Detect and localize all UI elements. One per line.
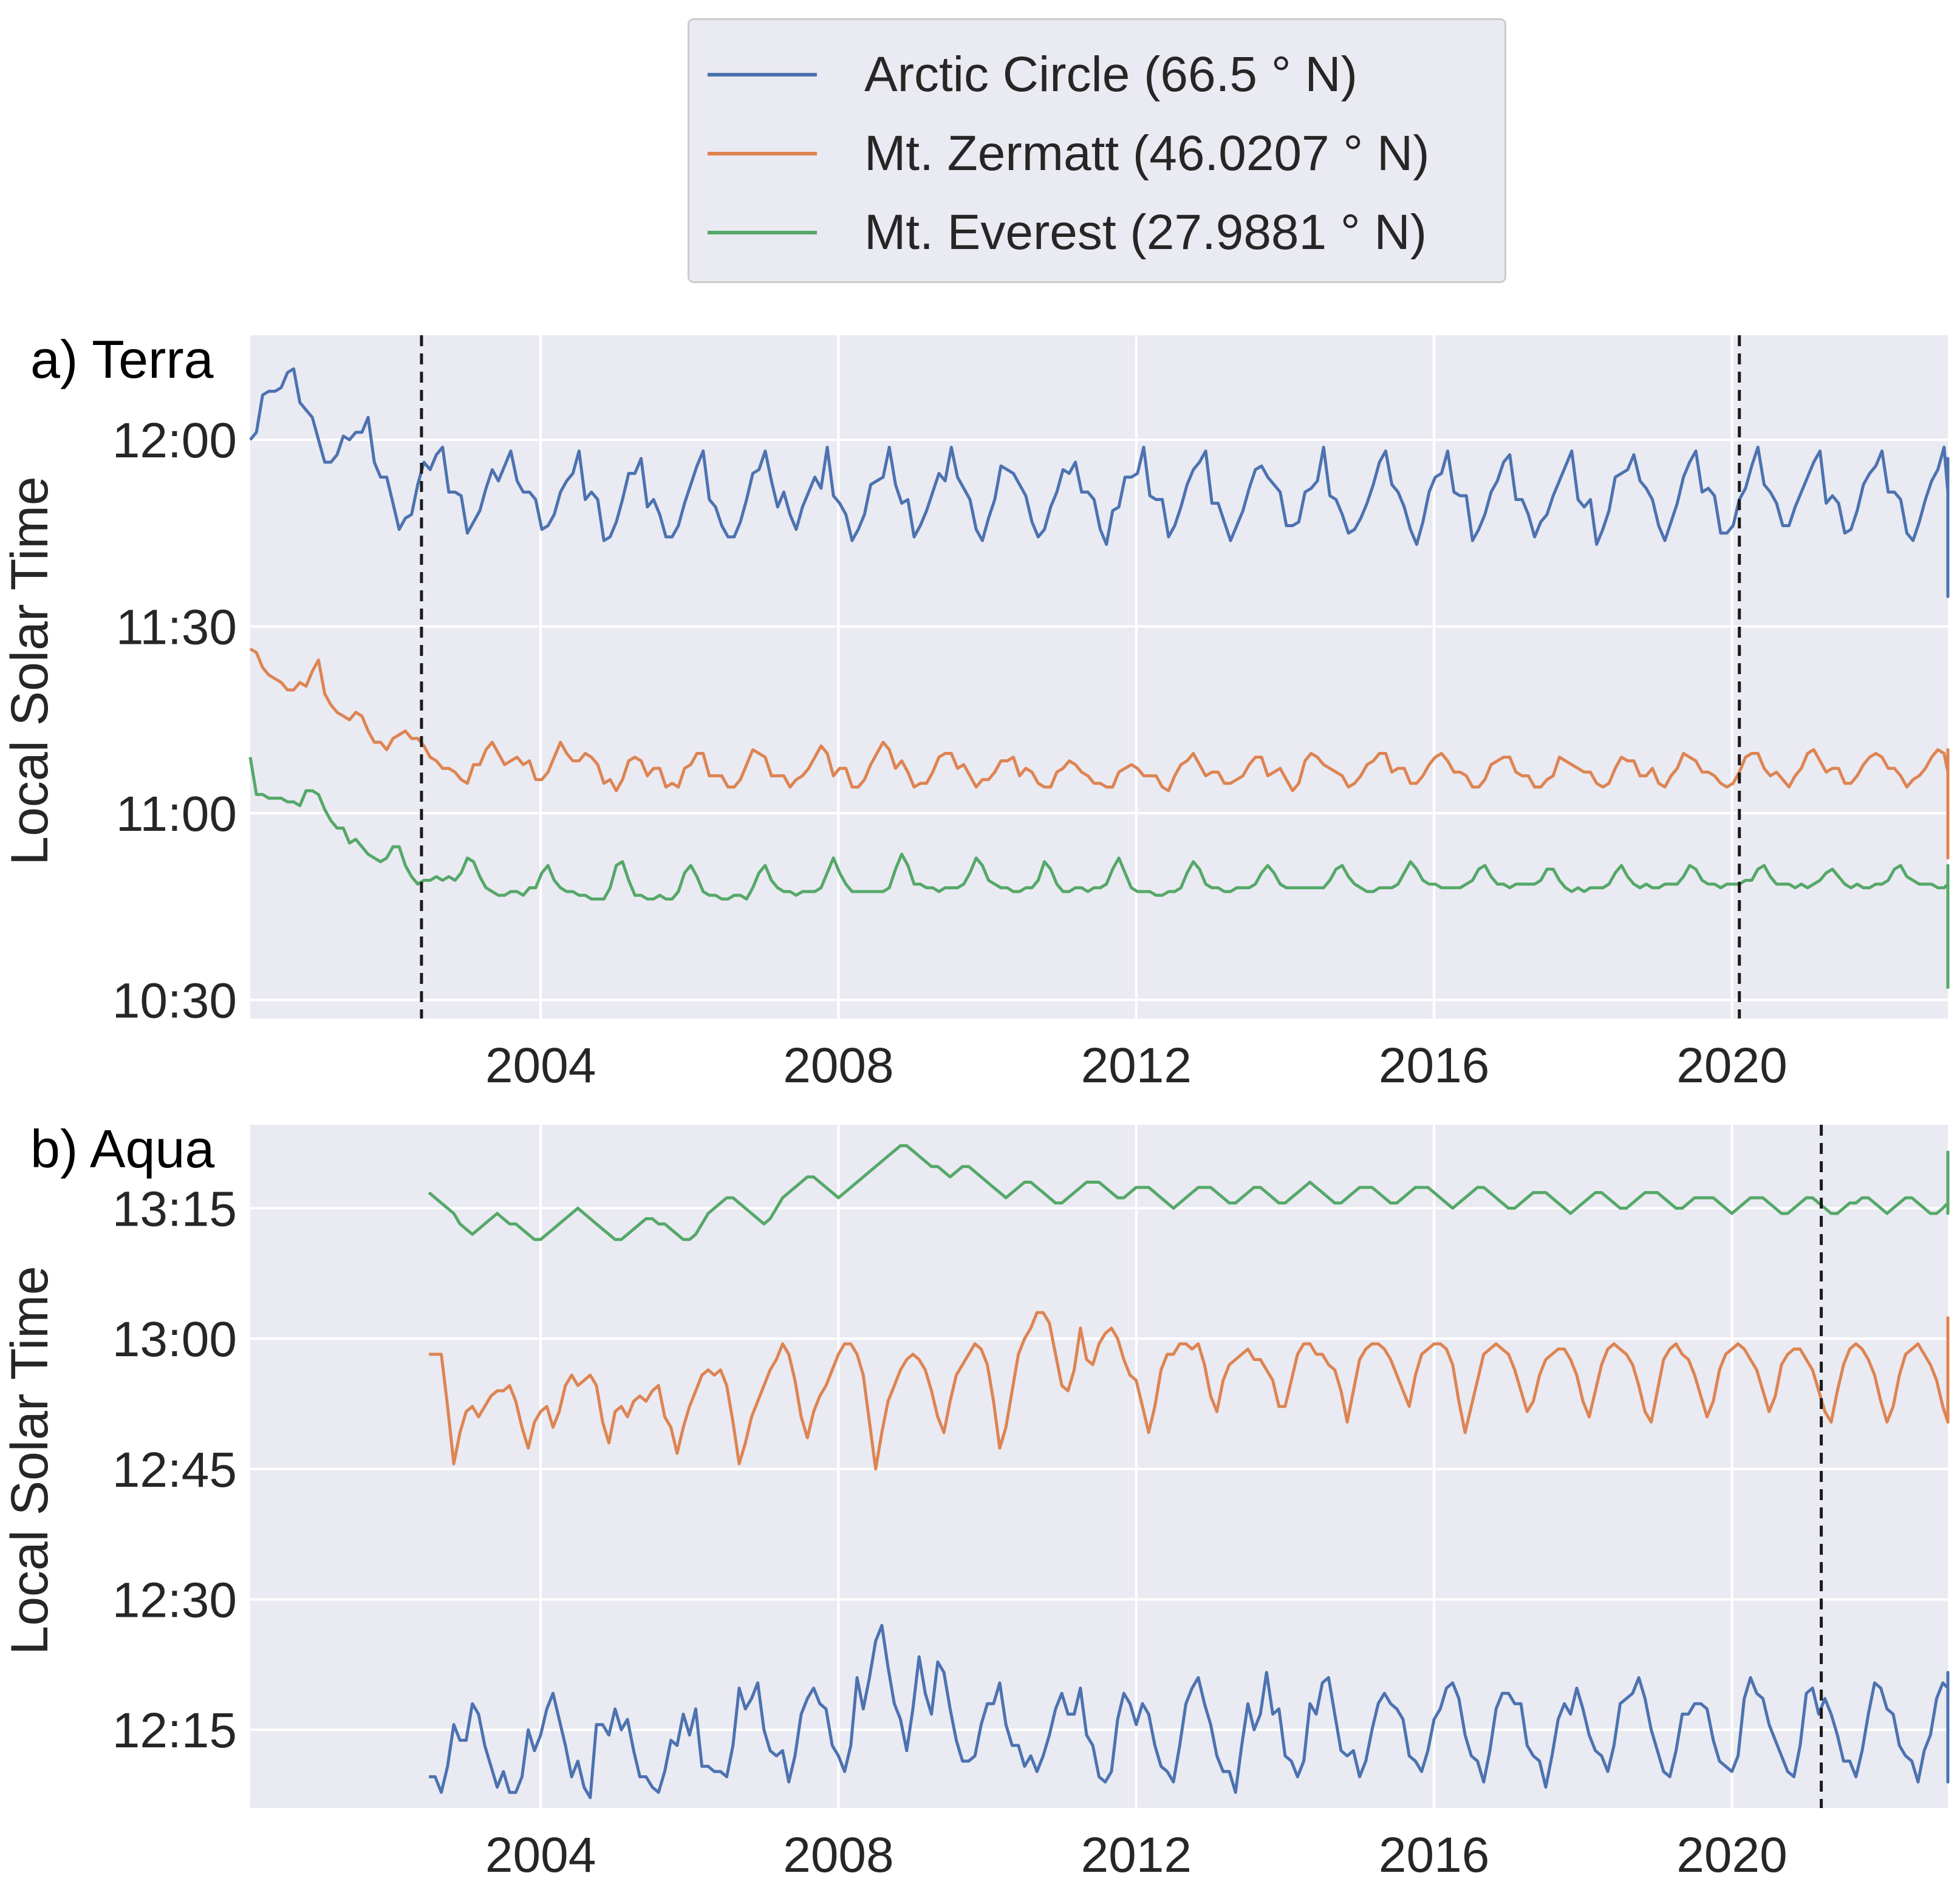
legend-label-everest: Mt. Everest (27.9881 ° N) xyxy=(864,205,1427,260)
x-tick-label: 2020 xyxy=(1676,1827,1787,1883)
y-tick-label: 12:45 xyxy=(112,1442,237,1498)
y-axis-label: Local Solar Time xyxy=(1,1266,59,1655)
legend-entry-zermatt: Mt. Zermatt (46.0207 ° N) xyxy=(708,117,1430,190)
panel-label: a) Terra xyxy=(30,329,214,389)
y-axis-label: Local Solar Time xyxy=(1,476,59,865)
legend-entry-everest: Mt. Everest (27.9881 ° N) xyxy=(708,196,1427,269)
panel-label: b) Aqua xyxy=(30,1119,214,1179)
x-tick-label: 2004 xyxy=(485,1827,596,1883)
y-tick-label: 12:00 xyxy=(112,413,237,468)
y-tick-label: 11:00 xyxy=(116,787,237,842)
series-line-0 xyxy=(429,1623,1950,1800)
x-tick-label: 2016 xyxy=(1379,1038,1489,1093)
x-tick-label: 2016 xyxy=(1379,1827,1489,1883)
x-tick-label: 2008 xyxy=(783,1038,893,1093)
legend-label-zermatt: Mt. Zermatt (46.0207 ° N) xyxy=(864,126,1430,181)
series-line-1 xyxy=(249,647,1950,860)
legend-line-zermatt xyxy=(708,152,817,155)
y-tick-label: 10:30 xyxy=(112,973,237,1028)
legend-label-arctic: Arctic Circle (66.5 ° N) xyxy=(864,47,1357,102)
x-tick-label: 2020 xyxy=(1676,1038,1787,1093)
plot-background xyxy=(250,335,1948,1019)
y-tick-label: 13:00 xyxy=(112,1312,237,1367)
panel-aqua: 2004 2008 2012 2016 2020 12:15 12:30 12:45 13:00… xyxy=(1,1119,1950,1883)
series-line-1 xyxy=(429,1311,1950,1471)
legend-line-everest xyxy=(708,231,817,234)
series-line-0 xyxy=(249,367,1950,598)
x-tick-label: 2012 xyxy=(1081,1827,1192,1883)
panel-terra: 2004 2008 2012 2016 2020 10:30 11:00 11:30 12:00… xyxy=(1,329,1950,1093)
legend-line-arctic xyxy=(708,73,817,77)
y-tick-label: 12:15 xyxy=(112,1703,237,1758)
y-tick-label: 12:30 xyxy=(112,1572,237,1628)
y-tick-label: 11:30 xyxy=(116,600,237,655)
legend-entry-arctic: Arctic Circle (66.5 ° N) xyxy=(708,38,1357,111)
x-tick-label: 2008 xyxy=(783,1827,893,1883)
x-tick-label: 2012 xyxy=(1081,1038,1192,1093)
series-line-2 xyxy=(428,1144,1950,1241)
y-tick-label: 13:15 xyxy=(112,1181,237,1237)
x-tick-label: 2004 xyxy=(485,1038,596,1093)
series-line-2 xyxy=(248,757,1950,989)
legend: Arctic Circle (66.5 ° N) Mt. Zermatt (46… xyxy=(688,18,1506,283)
